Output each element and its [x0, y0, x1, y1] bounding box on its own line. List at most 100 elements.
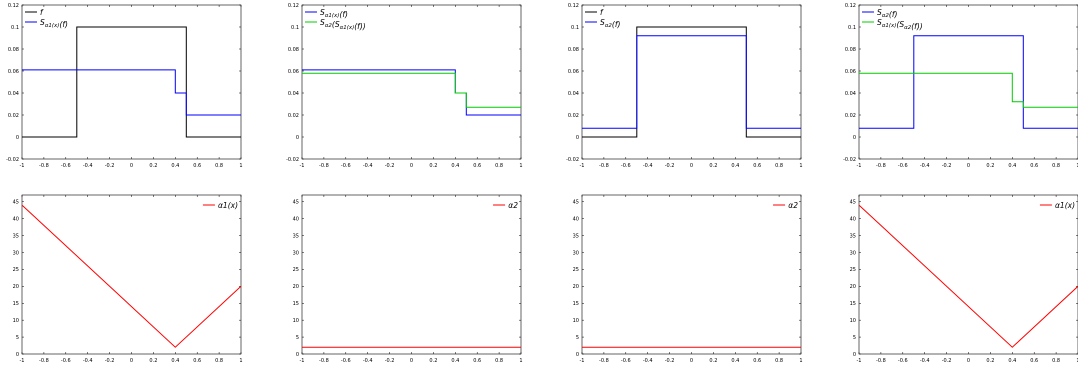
y-tick-label: 0.06 [845, 69, 856, 75]
y-tick-label: 0.12 [845, 3, 856, 9]
y-tick-label: 0.06 [568, 69, 579, 75]
y-tick-label: 0.1 [571, 25, 579, 31]
legend-label: α1(x) [218, 201, 238, 210]
y-tick-label: 25 [293, 267, 299, 273]
y-tick-label: 35 [573, 233, 579, 239]
x-tick-label: 1 [239, 163, 242, 169]
x-tick-label: -0.4 [363, 358, 373, 364]
legend: α2 [773, 201, 798, 210]
x-tick-label: 0 [690, 358, 693, 364]
y-tick-label: 0 [16, 352, 19, 358]
y-tick-label: 20 [850, 284, 856, 290]
x-tick-label: 0.4 [1008, 163, 1016, 169]
legend: α1(x) [202, 201, 238, 210]
x-tick-label: -1 [300, 358, 305, 364]
series-line-2 [582, 35, 801, 129]
y-tick-label: -0.02 [6, 157, 19, 163]
x-tick-label: 0.4 [171, 163, 179, 169]
x-tick-label: 0.8 [775, 163, 783, 169]
x-tick-label: -1 [857, 358, 862, 364]
y-tick-label: 45 [293, 200, 299, 206]
y-tick-label: 0.02 [568, 113, 579, 119]
x-tick-label: 1 [239, 358, 242, 364]
y-tick-label: 0.04 [8, 91, 19, 97]
y-tick-label: 0.08 [8, 47, 19, 53]
axes-box [581, 194, 802, 355]
x-tick-label: -0.2 [105, 358, 115, 364]
y-tick-label: 10 [850, 318, 856, 324]
x-tick-label: 0 [690, 163, 693, 169]
y-tick-label: 0 [576, 352, 579, 358]
x-tick-label: 0.2 [986, 163, 994, 169]
y-tick-label: 0.06 [288, 69, 299, 75]
legend: Sα2(f)Sα1(x)(Sα2(f)) [862, 8, 923, 31]
y-tick-label: -0.02 [286, 157, 299, 163]
y-tick-label: 15 [13, 301, 19, 307]
chart-panel-8: -1-0.8-0.6-0.4-0.200.20.40.60.8105101520… [850, 194, 1078, 364]
series-line-1 [859, 35, 1078, 129]
legend: α2 [493, 201, 518, 210]
x-tick-label: 0.4 [171, 358, 179, 364]
y-tick-label: 20 [13, 284, 19, 290]
legend-label: Sα2(f) [877, 8, 897, 19]
x-tick-label: -0.2 [665, 163, 675, 169]
x-tick-label: 1 [519, 163, 522, 169]
y-tick-label: 0.02 [288, 113, 299, 119]
x-tick-label: -0.4 [643, 163, 653, 169]
x-tick-label: -0.2 [665, 358, 675, 364]
x-tick-label: 0.6 [193, 163, 201, 169]
x-tick-label: 0.6 [473, 358, 481, 364]
x-tick-label: -0.8 [39, 358, 49, 364]
y-tick-label: 0.04 [288, 91, 299, 97]
y-tick-label: 30 [13, 250, 19, 256]
legend: Sα1(x)(f)Sα2(Sα1(x)(f)) [305, 8, 366, 31]
x-tick-label: -1 [580, 358, 585, 364]
series-line-2 [22, 69, 241, 116]
y-tick-label: 0 [296, 352, 299, 358]
legend-label: f [600, 8, 604, 17]
axes-box [858, 194, 1078, 355]
y-tick-label: 40 [13, 216, 19, 222]
chart-panel-6: -1 -0.8 -0.6 -0.4 -0.2 0 0.2 0.4 0.6 0.8 105101520… [293, 194, 523, 364]
y-tick-label: 0 [576, 135, 579, 141]
series-line-1 [582, 26, 801, 138]
axes-box [21, 194, 242, 355]
y-tick-label: 40 [293, 216, 299, 222]
legend-label: Sα2(f) [600, 18, 620, 29]
x-tick-label: 0 [410, 358, 413, 364]
x-tick-label: 0.6 [473, 163, 481, 169]
y-tick-label: 35 [850, 233, 856, 239]
y-tick-label: 0.12 [288, 3, 299, 9]
series-line-2 [859, 72, 1078, 108]
y-tick-label: 0.02 [8, 113, 19, 119]
y-tick-label: 0 [16, 135, 19, 141]
y-tick-label: 10 [573, 318, 579, 324]
chart-panel-3: -1 -0.8 -0.6 -0.4 -0.2 0 0.2 0.4 0.6 0.8 1 -0.02 0 0.… [566, 3, 803, 169]
y-tick-label: 30 [573, 250, 579, 256]
x-tick-label: 0.4 [731, 163, 739, 169]
x-tick-label: 0.8 [495, 163, 503, 169]
x-tick-label: 0.4 [1008, 358, 1016, 364]
y-tick-label: 15 [850, 301, 856, 307]
chart-panel-5: -1 -0.8 -0.6 -0.4 -0.2 0 0.2 0.4 0.6 0.8 105101520… [13, 194, 243, 364]
x-tick-label: 0.2 [149, 163, 157, 169]
y-tick-label: 30 [293, 250, 299, 256]
x-tick-label: -1 [20, 163, 25, 169]
series-line-1 [22, 26, 241, 138]
y-tick-label: 0.02 [845, 113, 856, 119]
x-tick-label: -0.4 [83, 163, 93, 169]
legend-label: Sα2(Sα1(x)(f)) [320, 18, 366, 31]
y-tick-label: 45 [850, 200, 856, 206]
series-line-1 [302, 69, 521, 116]
x-tick-label: 0.8 [215, 163, 223, 169]
x-tick-label: -0.8 [319, 358, 329, 364]
x-tick-label: -0.2 [105, 163, 115, 169]
x-tick-label: 1 [519, 358, 522, 364]
x-tick-label: 0 [410, 163, 413, 169]
y-tick-label: 5 [296, 335, 299, 341]
x-tick-label: 0.2 [709, 358, 717, 364]
legend-label: α1(x) [1055, 201, 1075, 210]
x-tick-label: -0.2 [942, 163, 952, 169]
x-tick-label: -0.6 [621, 358, 631, 364]
